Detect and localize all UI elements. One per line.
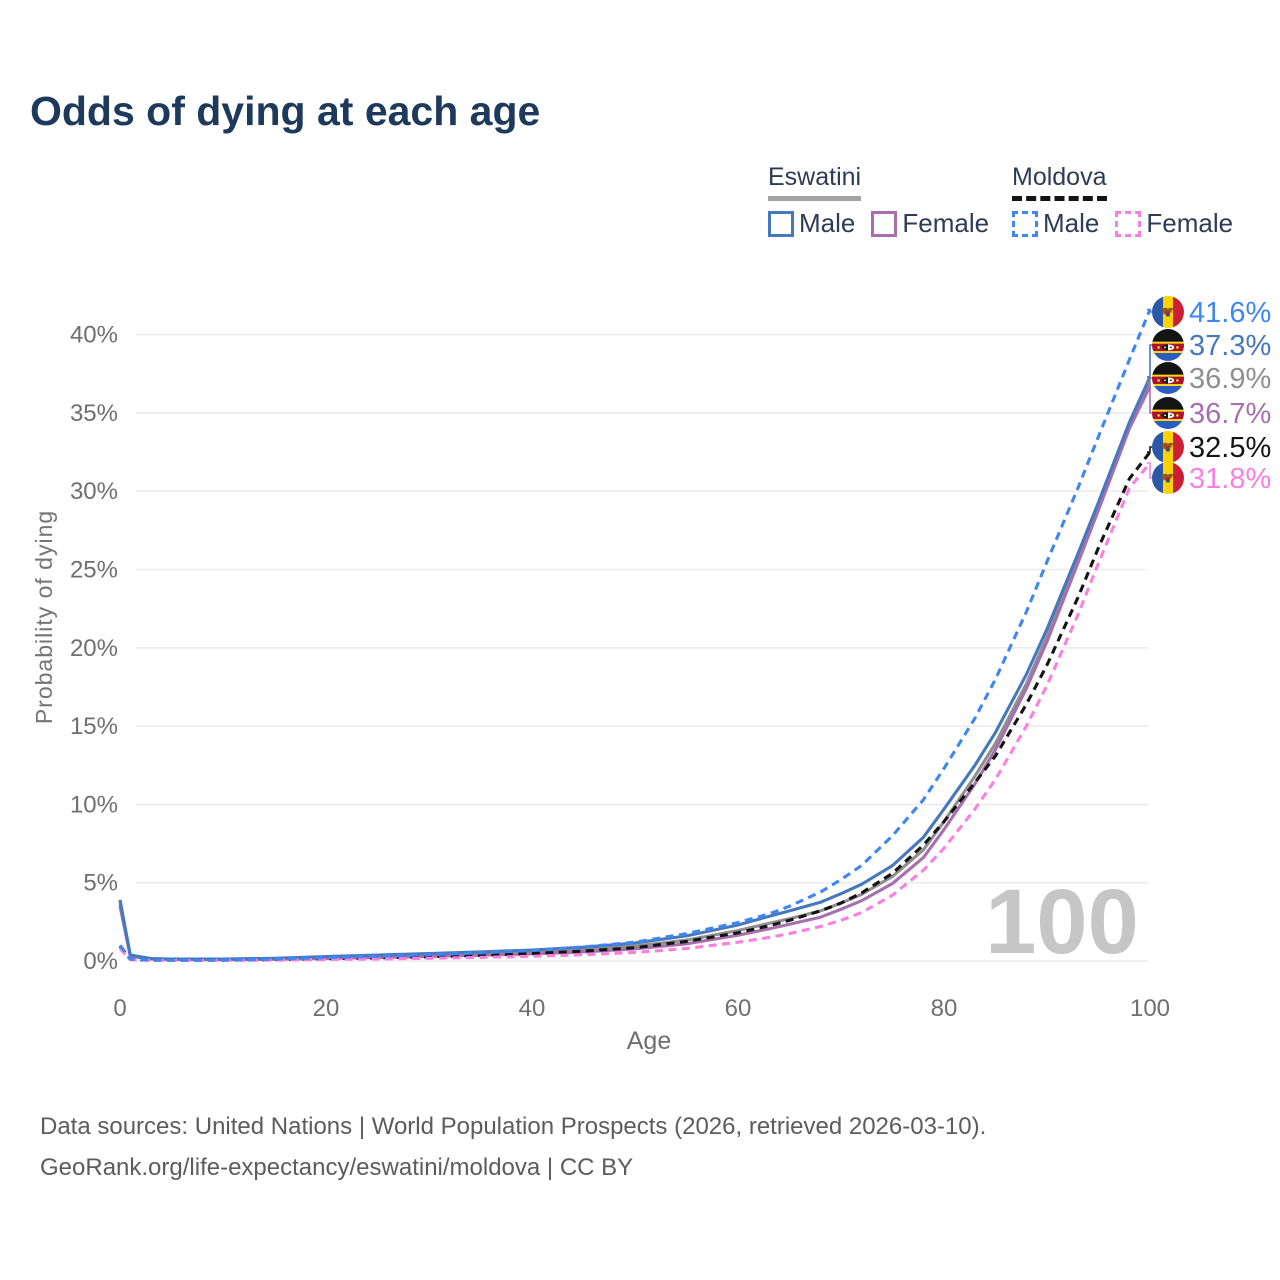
y-tick-label-35: 35% [70,400,118,427]
y-tick-label-15: 15% [70,713,118,740]
footer-data-sources: Data sources: United Nations | World Pop… [40,1113,987,1140]
legend-item-eswatini-male[interactable]: Male [768,208,855,239]
flag-icon-moldova [1152,296,1184,328]
end-label-eswatini-female: 36.7% [1189,398,1271,430]
end-connector-moldova-male [1147,308,1152,313]
x-tick-label-100: 100 [1130,995,1170,1022]
footer-attribution: Data sources: United Nations | World Pop… [40,1106,986,1188]
legend-item-moldova-female[interactable]: Female [1115,208,1233,239]
y-tick-label-0: 0% [83,948,118,975]
end-label-moldova-male: 41.6% [1189,297,1271,329]
legend-country-moldova[interactable]: Moldova [1012,163,1107,201]
legend-group-moldova: Moldova Male Female [1012,163,1249,239]
x-tick-label-40: 40 [519,995,546,1022]
flag-icon-eswatini [1152,397,1184,429]
legend-label-eswatini-female: Female [902,208,990,238]
y-axis-title: Probability of dying [31,510,57,724]
end-label-eswatini-male: 37.3% [1189,330,1271,362]
legend-group-eswatini: Eswatini Male Female [768,163,1005,239]
flag-icon-eswatini [1152,329,1184,361]
y-tick-label-5: 5% [83,870,118,897]
flag-icon-moldova [1152,431,1184,463]
legend-item-moldova-male[interactable]: Male [1012,208,1099,239]
footer-url: GeoRank.org/life-expectancy/eswatini/mol… [40,1154,634,1181]
series-line-moldova-female [118,462,1152,963]
end-label-moldova-female: 31.8% [1189,463,1271,495]
end-connector-eswatini-female [1147,385,1152,414]
end-label-eswatini-total: 36.9% [1189,363,1271,395]
flag-icon-eswatini [1152,362,1184,394]
end-connector-eswatini-male [1147,344,1152,378]
moldova-male-swatch-icon[interactable] [1012,210,1038,237]
end-connector-moldova-female [1147,462,1152,479]
y-tick-label-10: 10% [70,791,118,818]
age-watermark: 100 [985,871,1139,973]
series-line-moldova-male [118,308,1152,962]
end-connector-eswatini-total [1147,377,1152,384]
x-axis-title: Age [627,1027,671,1055]
page-title: Odds of dying at each age [30,88,541,134]
x-tick-label-0: 0 [113,995,126,1022]
y-tick-label-25: 25% [70,557,118,584]
y-tick-label-40: 40% [70,322,118,349]
x-tick-label-20: 20 [313,995,340,1022]
series-line-eswatini-male [118,376,1152,961]
x-tick-label-60: 60 [725,995,752,1022]
eswatini-male-swatch-icon[interactable] [768,210,794,237]
x-tick-label-80: 80 [931,995,958,1022]
moldova-female-swatch-icon[interactable] [1115,210,1142,237]
y-tick-label-30: 30% [70,478,118,505]
legend-country-eswatini[interactable]: Eswatini [768,163,862,201]
eswatini-female-swatch-icon[interactable] [871,210,898,237]
legend-label-eswatini-male: Male [799,208,856,238]
end-label-moldova-total: 32.5% [1189,432,1271,464]
legend-label-moldova-male: Male [1043,208,1100,238]
flag-icon-moldova [1152,462,1184,494]
legend-item-eswatini-female[interactable]: Female [871,208,989,239]
end-connector-moldova-total [1147,446,1152,453]
legend-label-moldova-female: Female [1146,208,1234,238]
y-tick-label-20: 20% [70,635,118,662]
legend: Eswatini Male Female Moldova Male Female [0,0,1280,250]
